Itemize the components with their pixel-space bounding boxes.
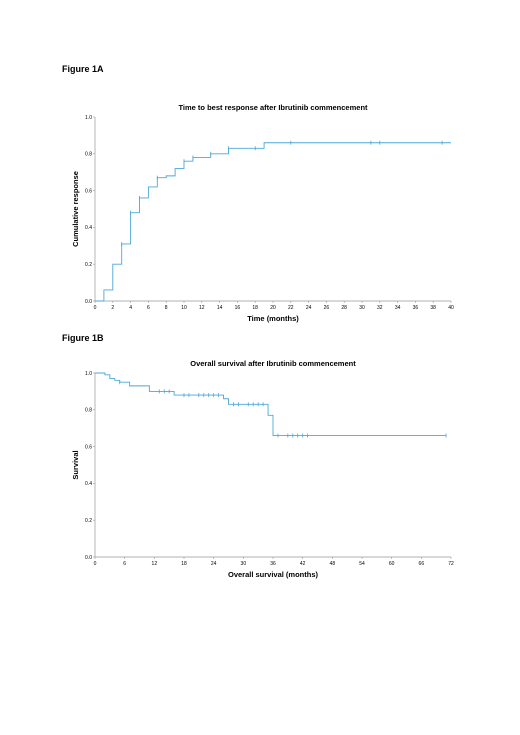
y-tick-label: 0.8	[85, 408, 92, 414]
chart-b-step-curve	[95, 372, 447, 437]
x-tick-label: 30	[359, 305, 365, 311]
x-tick-label: 40	[448, 305, 454, 311]
y-tick-label: 0.2	[85, 518, 92, 524]
x-tick-label: 6	[147, 305, 150, 311]
x-tick-label: 30	[241, 561, 247, 567]
chart-a-step-curve	[95, 142, 451, 302]
x-tick-label: 32	[377, 305, 383, 311]
chart-a-y-axis-label: Cumulative response	[71, 171, 80, 247]
y-tick-label: 0.8	[85, 152, 92, 158]
y-tick-label: 0.4	[85, 225, 92, 231]
x-tick-label: 42	[300, 561, 306, 567]
chart-a-x-axis-label: Time (months)	[247, 314, 299, 323]
x-tick-label: 66	[419, 561, 425, 567]
chart-b-title: Overall survival after Ibrutinib commenc…	[190, 359, 356, 368]
x-tick-label: 36	[413, 305, 419, 311]
x-tick-label: 14	[217, 305, 223, 311]
x-tick-label: 22	[288, 305, 294, 311]
x-tick-label: 10	[181, 305, 187, 311]
figure-1a-label: Figure 1A	[62, 64, 104, 74]
y-tick-label: 1.0	[85, 115, 92, 121]
y-tick-label: 0.6	[85, 188, 92, 194]
y-tick-label: 1.0	[85, 371, 92, 377]
x-tick-label: 18	[252, 305, 258, 311]
x-tick-label: 8	[165, 305, 168, 311]
x-tick-label: 0	[94, 561, 97, 567]
y-tick-label: 0.0	[85, 299, 92, 305]
x-tick-label: 54	[359, 561, 365, 567]
y-tick-label: 0.2	[85, 262, 92, 268]
y-tick-label: 0.0	[85, 555, 92, 561]
chart-a-title: Time to best response after Ibrutinib co…	[178, 103, 368, 112]
x-tick-label: 48	[330, 561, 336, 567]
x-tick-label: 26	[324, 305, 330, 311]
x-tick-label: 12	[199, 305, 205, 311]
x-tick-label: 24	[211, 561, 217, 567]
y-tick-label: 0.4	[85, 481, 92, 487]
x-tick-label: 60	[389, 561, 395, 567]
x-tick-label: 36	[270, 561, 276, 567]
x-tick-label: 20	[270, 305, 276, 311]
x-tick-label: 28	[341, 305, 347, 311]
x-tick-label: 6	[123, 561, 126, 567]
x-tick-label: 12	[152, 561, 158, 567]
figure-1b-label: Figure 1B	[62, 333, 104, 343]
x-tick-label: 38	[430, 305, 436, 311]
chart-b-x-axis-label: Overall survival (months)	[228, 570, 319, 579]
x-tick-label: 34	[395, 305, 401, 311]
x-tick-label: 2	[111, 305, 114, 311]
x-tick-label: 0	[94, 305, 97, 311]
chart-b-y-axis-label: Survival	[71, 450, 80, 479]
x-tick-label: 24	[306, 305, 312, 311]
x-tick-label: 4	[129, 305, 132, 311]
y-tick-label: 0.6	[85, 444, 92, 450]
x-tick-label: 72	[448, 561, 454, 567]
x-tick-label: 18	[181, 561, 187, 567]
x-tick-label: 16	[235, 305, 241, 311]
